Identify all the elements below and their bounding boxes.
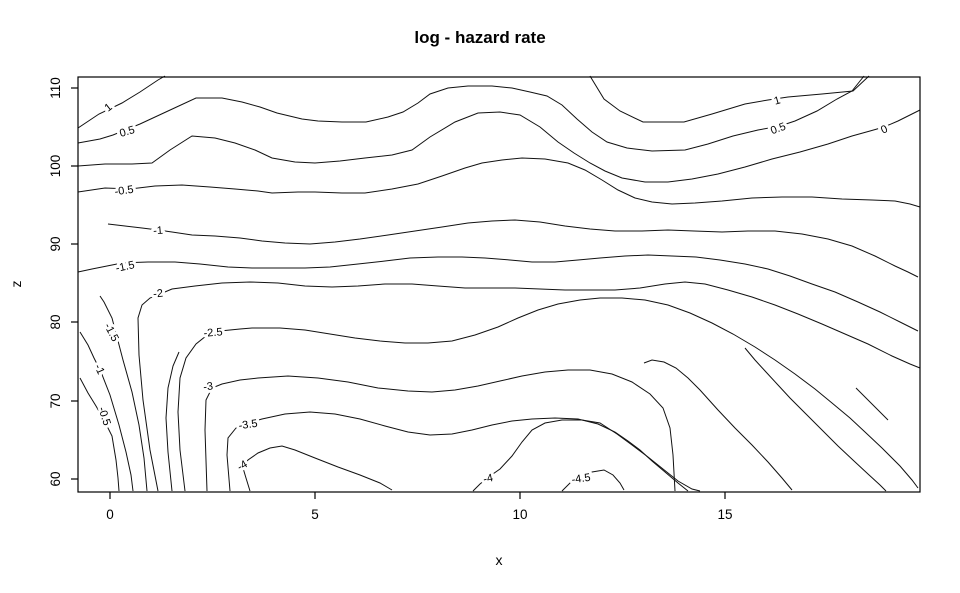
contour-line (79, 377, 120, 492)
contour-line (77, 75, 166, 129)
contour-line (472, 419, 701, 492)
contour-line (79, 331, 134, 492)
contour-line (855, 387, 889, 421)
y-tick-label: 100 (48, 155, 63, 178)
x-tick-label: 15 (717, 507, 732, 522)
y-axis-title: z (8, 280, 24, 288)
contour-line (107, 219, 919, 278)
contour-label: -2 (153, 288, 164, 301)
x-axis: 0 5 10 15 (106, 492, 733, 522)
contour-label: -0.5 (114, 184, 134, 199)
contour-line (561, 469, 625, 492)
contour-level-labels: 110.5 0.5 0-0.5-1-1.5-2-2.5-3-3.5-4-4 -4.5-… (89, 91, 893, 489)
contour-line (77, 75, 865, 152)
contour-lines (77, 75, 921, 492)
y-tick-label: 110 (48, 77, 63, 99)
contour-line (99, 295, 148, 492)
contour-label: -3 (202, 380, 213, 393)
contour-label: -4.5 (571, 472, 591, 487)
contour-line (589, 75, 870, 123)
x-axis-title: x (495, 552, 503, 568)
contour-line (77, 157, 921, 208)
contour-label: -1 (92, 362, 107, 376)
contour-label: -3.5 (238, 418, 258, 433)
contour-label: 1 (773, 94, 782, 107)
contour-line (77, 109, 921, 183)
contour-label: -2.5 (203, 326, 223, 340)
y-tick-label: 70 (48, 393, 63, 408)
x-tick-label: 0 (106, 507, 114, 522)
contour-line (77, 254, 919, 332)
y-tick-label: 90 (48, 236, 63, 251)
contour-label: -0.5 (95, 405, 112, 427)
y-tick-label: 60 (48, 471, 63, 486)
plot-frame (77, 76, 921, 493)
contour-line (744, 347, 887, 492)
contour-label: -1 (153, 225, 164, 238)
contour-line (643, 359, 793, 491)
x-tick-label: 10 (512, 507, 527, 522)
contour-label: 0.5 (118, 124, 136, 140)
contour-line (242, 445, 393, 492)
contour-line (137, 281, 921, 492)
contour-label: -1.5 (115, 259, 136, 275)
y-axis: 110 100 90 80 70 60 (48, 77, 78, 487)
contour-line (177, 297, 919, 492)
contour-line (226, 411, 689, 492)
y-tick-label: 80 (48, 314, 63, 329)
chart-title: log - hazard rate (414, 28, 546, 47)
contour-line (165, 351, 180, 492)
contour-line (204, 369, 676, 492)
x-tick-label: 5 (311, 507, 319, 522)
contour-label: 0.5 (769, 121, 787, 138)
